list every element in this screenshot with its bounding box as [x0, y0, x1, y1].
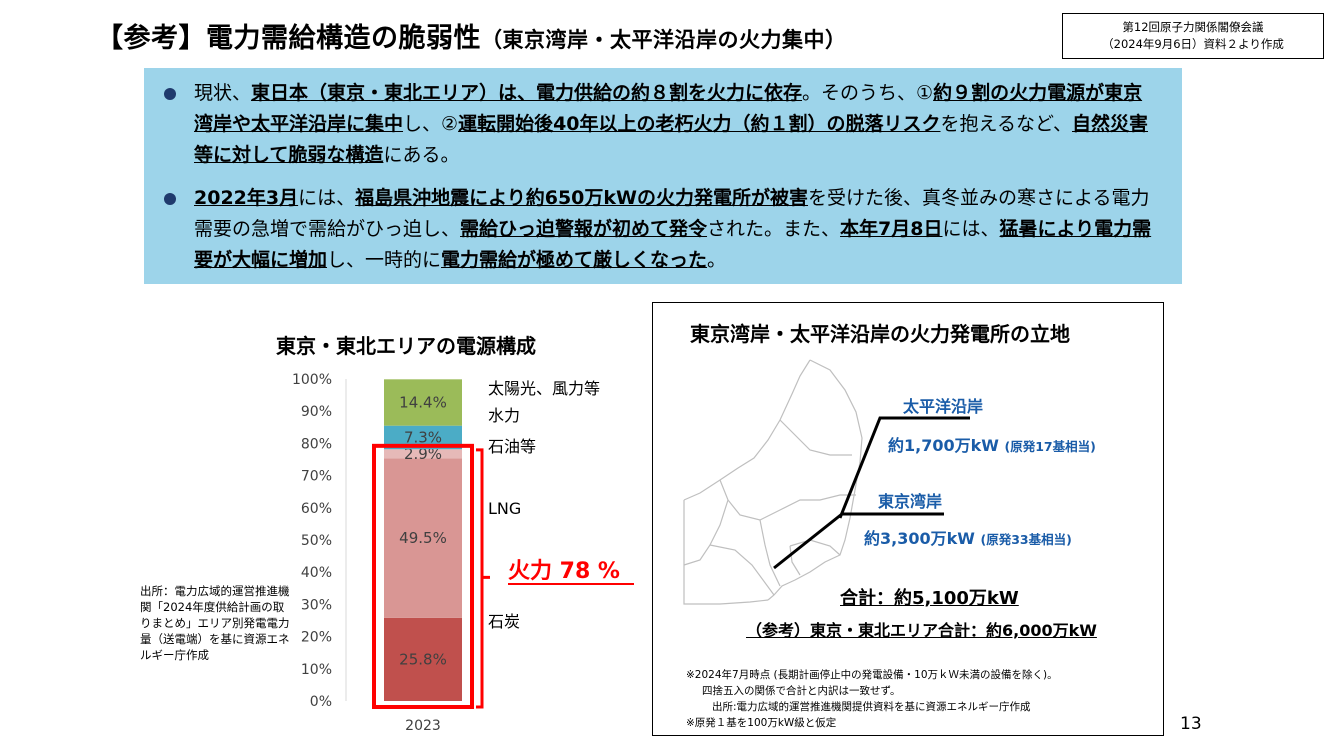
bullet-dot-icon	[164, 88, 176, 100]
bullet-1-segment: 運転開始後40年以上の老朽火力（約１割）の脱落リスク	[458, 113, 941, 135]
reference-area-total: （参考）東京・東北エリア合計：約6,000万kW	[746, 621, 1097, 640]
pacific-coast-label: 太平洋沿岸	[903, 397, 984, 416]
bullet-2-segment: 福島県沖地震により約650万kWの火力発電所が被害	[355, 187, 809, 209]
bar-data-label: 2.9%	[404, 445, 442, 463]
y-tick-label: 90%	[301, 404, 332, 420]
summary-bullet-1: 現状、東日本（東京・東北エリア）は、電力供給の約８割を火力に依存。そのうち、①約…	[164, 78, 1154, 171]
source-reference-box: 第12回原子力関係閣僚会議 （2024年9月6日）資料２より作成	[1062, 13, 1324, 59]
y-tick-label: 40%	[301, 565, 332, 581]
bar-segment	[384, 425, 462, 450]
y-tick-label: 20%	[301, 630, 332, 646]
map-panel	[652, 302, 1164, 736]
y-tick-label: 50%	[301, 533, 332, 549]
summary-bullet-2: 2022年3月には、福島県沖地震により約650万kWの火力発電所が被害を受けた後…	[164, 183, 1154, 276]
thermal-highlight-box	[372, 443, 474, 709]
bullet-2-segment: 電力需給が極めて厳しくなった	[441, 249, 708, 271]
map-note-1: ※2024年7月時点 (長期計画停止中の発電設備・10万ｋＷ未満の設備を除く)。	[686, 669, 1058, 681]
bullet-2-segment: には、	[298, 187, 356, 209]
bullet-2-segment: には、	[942, 218, 1000, 240]
bullet-2-segment: し、一時的に	[327, 249, 442, 271]
bar-data-label: 14.4%	[399, 394, 447, 412]
bullet-2-segment: を受けた後、真冬並みの寒さによる電力需要の急増で需給がひっ迫し、	[194, 187, 1150, 240]
bullet-1-segment: 約９割の火力電源が東京湾岸や太平洋沿岸に集中	[194, 82, 1143, 135]
map-note-3: 出所:電力広域的運営推進機関提供資料を基に資源エネルギー庁作成	[712, 701, 1031, 713]
series-label: 石油等	[488, 437, 536, 456]
y-tick-label: 10%	[301, 662, 332, 678]
bullet-2-segment: された。また、	[707, 218, 841, 240]
thermal-bracket	[476, 448, 490, 709]
pacific-coast-capacity: 約1,700万kW	[888, 436, 999, 455]
y-tick-label: 0%	[310, 694, 332, 710]
page-title-sub: （東京湾岸・太平洋沿岸の火力集中）	[481, 28, 847, 52]
y-tick-label: 30%	[301, 597, 332, 613]
bullet-2-segment: 2022年3月	[194, 187, 299, 209]
y-tick-label: 100%	[292, 372, 332, 388]
thermal-annotation: 火力 78 %	[508, 559, 620, 584]
bullet-1-segment: 。そのうち、①	[802, 82, 934, 104]
japan-map-outline	[683, 359, 863, 605]
x-category-label: 2023	[405, 718, 441, 734]
series-label: 水力	[488, 406, 520, 425]
bullet-1-segment: にある。	[383, 144, 460, 166]
tokyo-bay-capacity: 約3,300万kW	[864, 529, 975, 548]
map-graphic	[683, 359, 970, 605]
bullet-dot-icon	[164, 193, 176, 205]
bar-segment	[384, 458, 462, 618]
bar-data-label: 7.3%	[404, 428, 442, 446]
bar-data-label: 25.8%	[399, 650, 447, 668]
bar-data-label: 49.5%	[399, 529, 447, 547]
summary-bullet-1-text: 現状、東日本（東京・東北エリア）は、電力供給の約８割を火力に依存。そのうち、①約…	[194, 78, 1154, 171]
bullet-1-segment: を抱えるなど、	[940, 113, 1072, 135]
map-notes: ※2024年7月時点 (長期計画停止中の発電設備・10万ｋＷ未満の設備を除く)。…	[686, 667, 1058, 731]
bullet-1-segment: 自然災害等に対して脆弱な構造	[194, 113, 1149, 166]
summary-bullet-2-text: 2022年3月には、福島県沖地震により約650万kWの火力発電所が被害を受けた後…	[194, 183, 1154, 276]
tokyo-bay-note: (原発33基相当)	[980, 532, 1072, 547]
map-title: 東京湾岸・太平洋沿岸の火力発電所の立地	[690, 322, 1070, 346]
bullet-2-segment: 本年7月8日	[840, 218, 943, 240]
map-note-4: ※原発１基を100万kW級と仮定	[686, 717, 837, 729]
bullet-1-segment: 現状、	[194, 82, 252, 104]
summary-box: 現状、東日本（東京・東北エリア）は、電力供給の約８割を火力に依存。そのうち、①約…	[144, 68, 1182, 284]
bullet-2-segment: 需給ひっ迫警報が初めて発令	[460, 218, 708, 240]
tokyo-bay-label: 東京湾岸	[878, 492, 943, 511]
page-number: 13	[1180, 714, 1202, 734]
bullet-1-segment: し、②	[403, 113, 459, 135]
y-tick-label: 60%	[301, 501, 332, 517]
source-line-1: 第12回原子力関係閣僚会議	[1122, 20, 1264, 34]
pacific-coast-note: (原発17基相当)	[1004, 439, 1096, 454]
series-label: 太陽光、風力等	[488, 379, 600, 398]
chart-title: 東京・東北エリアの電源構成	[276, 334, 536, 358]
bullet-2-segment: 猛暑により電力需要が大幅に増加	[194, 218, 1152, 271]
total-capacity: 合計：約5,100万kW	[840, 588, 1019, 609]
bar-segment	[384, 617, 462, 701]
tokyo-bay-value: 約3,300万kW (原発33基相当)	[864, 525, 1072, 549]
series-label: 石炭	[488, 612, 520, 631]
source-line-2: （2024年9月6日）資料２より作成	[1102, 37, 1284, 51]
pacific-coast-value: 約1,700万kW (原発17基相当)	[888, 432, 1096, 456]
leader-lines	[773, 416, 970, 570]
series-label: LNG	[488, 499, 521, 518]
y-tick-label: 70%	[301, 469, 332, 485]
bar-segment	[384, 379, 462, 426]
page-title-main: 【参考】電力需給構造の脆弱性	[96, 23, 481, 54]
chart-source-note: 出所：電力広域的運営推進機関「2024年度供給計画の取りまとめ」エリア別発電電力…	[140, 584, 290, 662]
bullet-1-segment: 東日本（東京・東北エリア）は、電力供給の約８割を火力に依存	[251, 82, 803, 104]
power-mix-chart: 0% 10% 20% 30% 40% 50% 60% 70% 80% 90% 100% 25.8% 49…	[292, 372, 634, 734]
page-title: 【参考】電力需給構造の脆弱性（東京湾岸・太平洋沿岸の火力集中）	[96, 16, 847, 55]
y-tick-label: 80%	[301, 436, 332, 452]
bullet-2-segment: 。	[707, 249, 727, 271]
map-note-2: 四捨五入の関係で合計と内訳は一致せず。	[702, 685, 901, 697]
bar-segment	[384, 449, 462, 459]
